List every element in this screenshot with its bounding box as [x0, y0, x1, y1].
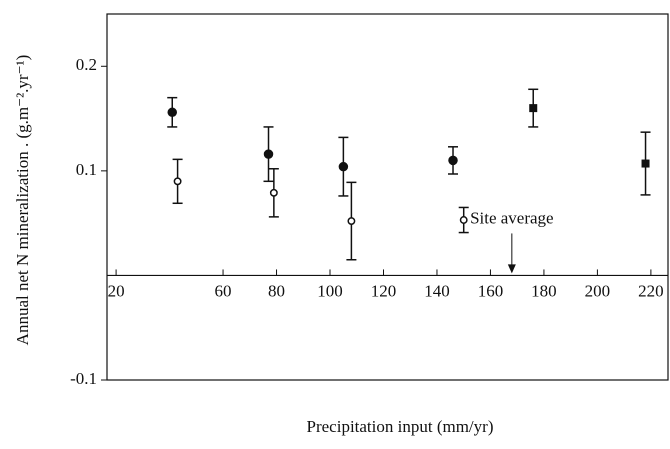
annotation: Site average [470, 208, 554, 227]
x-tick-label: 120 [371, 281, 397, 300]
point [529, 104, 538, 113]
point [347, 217, 356, 226]
y-tick-label: -0.1 [70, 369, 97, 388]
point [269, 188, 278, 197]
point [448, 155, 458, 166]
x-tick-label: 220 [638, 281, 664, 300]
x-tick-label: 20 [108, 281, 125, 300]
x-tick-label: 160 [478, 281, 504, 300]
annotation-arrowhead [507, 264, 516, 274]
x-tick-label: 60 [215, 281, 232, 300]
point [641, 159, 650, 168]
point [338, 161, 349, 172]
x-tick-label: 200 [585, 281, 611, 300]
point [167, 107, 177, 118]
y-tick-label: 0.1 [76, 160, 97, 179]
x-tick-label: 180 [531, 281, 557, 300]
point [173, 177, 182, 186]
plot-frame [106, 13, 669, 381]
y-tick-label: 0.2 [76, 55, 97, 74]
point [459, 216, 468, 224]
x-tick-label: 140 [424, 281, 450, 300]
y-axis-label: Annual net N mineralization . (g.m⁻².yr⁻… [13, 55, 32, 346]
point [263, 149, 274, 159]
x-tick-label: 80 [268, 281, 285, 300]
x-axis-label: Precipitation input (mm/yr) [307, 417, 494, 436]
x-tick-label: 100 [317, 281, 343, 300]
